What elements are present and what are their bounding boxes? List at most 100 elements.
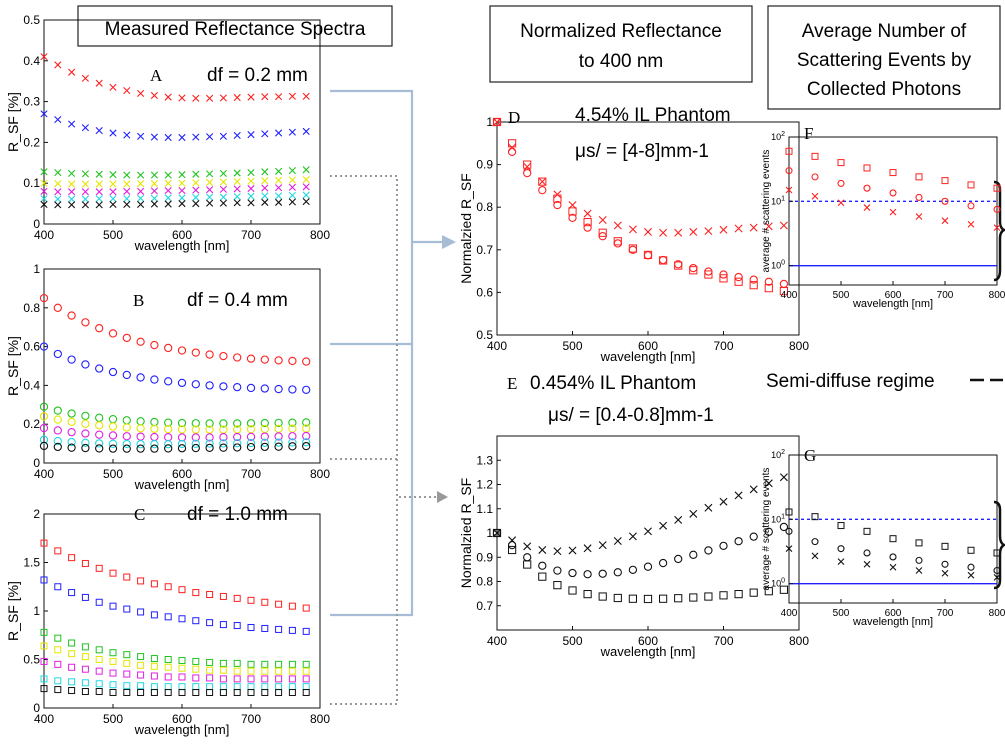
point-G-1-2: [837, 545, 845, 553]
point-B-2-18: [288, 418, 297, 427]
point-C-5-7: [137, 682, 145, 690]
point-B-5-13: [219, 439, 228, 448]
point-B-0-15: [246, 354, 256, 363]
ytick-label-E-0: 0.7: [476, 599, 493, 613]
point-F-2-3: [863, 204, 871, 211]
point-B-4-4: [95, 430, 104, 439]
point-C-6-16: [261, 688, 269, 696]
point-C-1-10: [178, 615, 186, 623]
point-D-2-8: [613, 237, 622, 246]
point-A-2-19: [302, 166, 310, 174]
series-A-0: [40, 53, 310, 102]
point-C-6-5: [109, 688, 117, 696]
point-D-2-5: [568, 207, 577, 216]
point-C-2-7: [137, 653, 145, 661]
point-C-6-18: [288, 688, 296, 696]
point-B-1-12: [205, 381, 214, 390]
point-E-2-16: [734, 590, 743, 599]
point-A-6-16: [261, 198, 269, 206]
header-mid-box: Normalized Reflectance to 400 nm: [489, 5, 753, 83]
series-F-2: [785, 186, 1001, 232]
point-C-4-16: [261, 675, 269, 683]
point-B-1-6: [122, 370, 131, 380]
point-A-2-7: [137, 171, 145, 179]
point-D-1-1: [507, 147, 517, 156]
point-B-0-9: [164, 343, 173, 353]
xlabel-A: wavelength [nm]: [134, 238, 230, 253]
point-B-0-14: [233, 353, 242, 362]
point-E-0-18: [764, 479, 773, 488]
point-A-6-9: [164, 200, 172, 208]
point-B-1-18: [288, 385, 297, 394]
ytick-label-B-2: 0.4: [23, 378, 40, 392]
point-C-2-5: [109, 649, 117, 657]
point-C-6-14: [233, 688, 241, 696]
point-D-1-19: [779, 279, 789, 289]
point-C-4-12: [206, 674, 214, 682]
point-C-1-8: [150, 611, 158, 619]
df-label-A: df = 0.2 mm: [207, 65, 308, 86]
xtick-label-A-1: 500: [103, 228, 123, 242]
point-D-0-6: [583, 209, 592, 218]
point-C-2-2: [68, 639, 76, 647]
point-D-0-14: [704, 227, 713, 236]
xlabel-F: wavelength [nm]: [852, 298, 933, 310]
point-G-0-4: [889, 535, 897, 543]
point-A-0-6: [123, 86, 131, 95]
ytick-label-D-3: 0.8: [476, 200, 493, 214]
ytick-label-D-2: 0.7: [476, 243, 493, 257]
point-C-5-18: [288, 683, 296, 691]
point-G-2-1: [811, 552, 819, 560]
point-C-3-11: [192, 665, 200, 673]
point-A-5-4: [95, 195, 103, 203]
point-C-6-0: [40, 685, 48, 693]
connector-dotted-C: [330, 497, 398, 705]
point-D-0-3: [538, 177, 547, 186]
point-G-0-6: [941, 542, 949, 550]
point-G-1-5: [915, 556, 923, 564]
point-B-3-12: [205, 425, 214, 434]
point-C-5-4: [95, 680, 103, 688]
point-E-0-9: [628, 532, 637, 541]
point-A-5-14: [233, 193, 241, 201]
point-A-2-2: [68, 169, 76, 177]
point-B-6-5: [108, 444, 118, 453]
point-C-5-12: [206, 683, 214, 691]
point-B-0-0: [39, 293, 49, 303]
point-D-0-19: [779, 221, 788, 230]
point-C-6-1: [54, 686, 62, 694]
point-C-2-17: [275, 660, 283, 668]
point-A-4-11: [192, 186, 200, 194]
point-B-6-18: [288, 442, 297, 451]
point-A-4-5: [109, 188, 117, 196]
point-E-0-4: [553, 547, 562, 556]
ytick-label-A-5: 0.5: [23, 13, 40, 27]
series-B-1: [39, 342, 311, 395]
point-B-4-9: [164, 433, 173, 442]
series-F-0: [785, 147, 1001, 192]
point-A-5-11: [192, 193, 200, 202]
point-C-3-16: [261, 667, 269, 675]
panel-label-D: D: [508, 108, 520, 127]
point-D-0-17: [749, 223, 758, 232]
point-G-0-0: [785, 508, 793, 516]
point-B-3-0: [39, 412, 49, 421]
point-B-4-12: [205, 433, 214, 442]
point-F-0-1: [811, 152, 819, 160]
point-A-6-18: [288, 198, 296, 206]
ytick-label-A-0: 0: [33, 217, 40, 231]
point-C-2-13: [219, 659, 227, 667]
point-F-1-5: [915, 193, 923, 201]
point-A-3-15: [247, 177, 255, 185]
point-A-0-13: [219, 94, 227, 102]
point-B-1-1: [53, 349, 62, 359]
point-B-4-7: [136, 432, 145, 441]
series-A-4: [40, 183, 310, 196]
point-F-0-2: [837, 159, 845, 167]
point-E-1-3: [538, 561, 547, 570]
point-E-2-9: [628, 594, 637, 603]
xtick-label-D-4: 800: [789, 339, 809, 353]
point-C-1-4: [95, 598, 103, 606]
point-G-2-3: [863, 560, 871, 568]
point-A-0-9: [164, 93, 172, 101]
